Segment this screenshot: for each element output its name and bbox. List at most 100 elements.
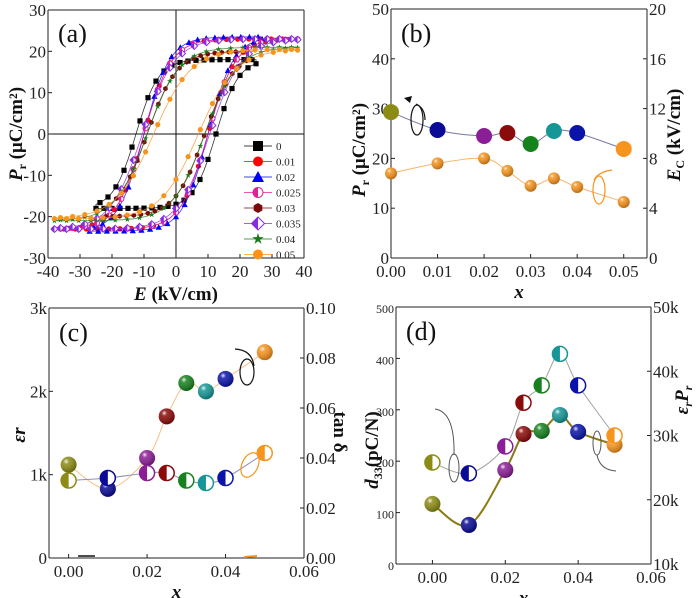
marker-diamond-fill (196, 157, 201, 165)
marker-ball (136, 209, 143, 215)
series-line-Ec (390, 157, 624, 203)
marker-square (229, 85, 235, 92)
marker-square (173, 201, 179, 207)
data-point-Ec (524, 179, 537, 192)
marker-diamond-fill (190, 42, 195, 50)
marker-shine (524, 179, 537, 192)
data-point-erPr (515, 394, 532, 411)
marker-star (282, 45, 289, 51)
marker-square (245, 65, 251, 71)
marker-ball (63, 215, 70, 222)
x-tick-label: 0.06 (289, 562, 319, 581)
marker-shine (571, 181, 584, 194)
data-point-erPr (533, 377, 550, 394)
marker-ball (295, 47, 301, 53)
axis-indicator-erPr (592, 430, 602, 456)
y-tick-label: -10 (23, 166, 46, 185)
marker-diamond-fill (81, 220, 85, 228)
marker-shine (217, 370, 234, 387)
marker-star (258, 49, 265, 55)
data-point-d33 (515, 425, 532, 442)
data-point-tand (99, 469, 117, 487)
legend: 0 0.01 0.02 0.025 0.03 0.035 0.04 0.05 (244, 141, 301, 262)
marker-square (145, 95, 151, 101)
marker-hexagon (205, 51, 210, 57)
marker-diamond-fill (263, 35, 268, 43)
data-point-d33 (551, 406, 568, 423)
marker-half (61, 473, 69, 488)
marker-star (252, 44, 259, 50)
marker-hexagon (198, 53, 203, 59)
marker-diamond-fill (51, 225, 55, 233)
marker-star (124, 216, 131, 222)
marker-shine (139, 450, 156, 466)
marker-diamond-fill (294, 36, 298, 44)
marker-triangle (194, 36, 201, 43)
marker-diamond-fill (154, 88, 158, 95)
marker-square (93, 205, 99, 211)
marker-square (165, 203, 171, 209)
legend-label: 0.01 (276, 157, 295, 169)
data-point-tand (60, 472, 77, 489)
x-tick-label: 0.02 (469, 262, 499, 281)
marker-ball (197, 127, 203, 133)
legend-item: 0.025 (244, 187, 301, 200)
y-label-unit: (pC/N) (362, 411, 383, 467)
marker-star (185, 172, 192, 178)
marker-hexagon (253, 203, 263, 213)
panel-label: (b) (401, 19, 431, 48)
y2-label-sub-r2: r (681, 385, 695, 390)
marker-half (516, 395, 524, 411)
marker-half-fill (118, 196, 122, 202)
marker-triangle (168, 53, 175, 60)
marker-square (193, 57, 199, 63)
marker-square (177, 59, 183, 66)
y-tick-label: 10 (29, 84, 46, 103)
data-point-tand (158, 464, 175, 482)
marker-hexagon (212, 50, 217, 56)
marker-square (125, 205, 131, 211)
marker-ball (246, 57, 252, 63)
marker-ball (161, 193, 167, 199)
x-tick-label: 0.05 (609, 262, 639, 281)
marker-diamond-fill (99, 225, 104, 233)
marker-ball (288, 46, 295, 52)
y-label-symbol: P (349, 185, 370, 198)
marker-square (129, 144, 135, 150)
marker-star (173, 192, 179, 199)
x-tick-label: 0.00 (54, 562, 84, 581)
x-label-unit: (kV/cm) (147, 284, 218, 305)
data-point-d33 (424, 495, 441, 512)
marker-diamond-fill (69, 223, 73, 231)
y-tick-label: 2k (30, 382, 48, 401)
y2-tick-label: 50k (653, 298, 679, 317)
axis-indicator-tand (240, 452, 260, 478)
marker-ball (118, 190, 124, 196)
data-point-Pr (569, 125, 586, 142)
marker-diamond-fill (160, 215, 164, 223)
marker-circle (253, 156, 263, 167)
data-point-Ec (385, 167, 397, 180)
marker-half (607, 428, 615, 443)
y-axis-label: Pr (μC/cm²) (6, 87, 29, 182)
y-axis-label: εr (9, 427, 30, 443)
marker-diamond-fill (87, 225, 91, 233)
y-tick-label: 0 (388, 559, 394, 573)
marker-shine (424, 495, 441, 512)
y2-label-symbol: E (664, 169, 685, 183)
y-tick-label: 300 (376, 405, 394, 419)
marker-ball (179, 76, 185, 83)
legend-item: 0.04 (244, 233, 296, 246)
marker-diamond-fill (239, 35, 243, 43)
marker-star (154, 103, 161, 109)
legend-label: 0.02 (276, 172, 295, 184)
marker-ball (222, 80, 228, 86)
marker-triangle (103, 227, 110, 234)
marker-half (198, 475, 206, 491)
data-point-Ec (478, 152, 491, 165)
marker-half (139, 465, 148, 481)
marker-ball (106, 201, 112, 207)
data-point-tand (217, 469, 234, 487)
marker-shine (178, 375, 195, 391)
x-tick-label: 0.00 (376, 262, 406, 281)
